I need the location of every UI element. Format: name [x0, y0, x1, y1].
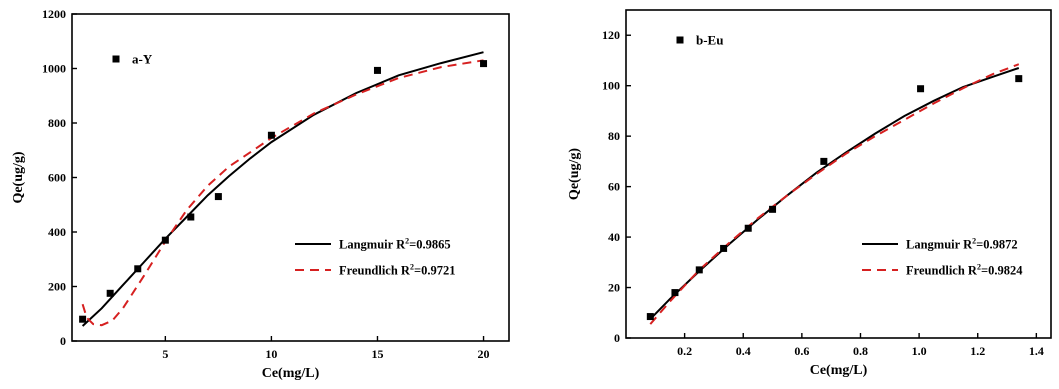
y-tick-label: 600	[48, 171, 66, 185]
data-point	[373, 66, 381, 74]
plot-frame	[625, 9, 1052, 339]
x-tick-label: 0.8	[853, 344, 868, 358]
panel-label: b-Eu	[696, 33, 723, 48]
chart-panel-b: 0.2 0.4 0.6 0.8 1.0 1.2 1.4 0 20 40 60 80 100 120 Ce(m…	[567, 9, 1052, 378]
x-tick-label: 0.4	[736, 344, 751, 358]
panel-label: a-Y	[132, 52, 153, 67]
series-line-freundlich	[649, 63, 1020, 325]
data-point	[161, 236, 169, 244]
panel-label-marker	[676, 36, 684, 44]
legend-entry-langmuir: Langmuir R2=0.9865	[339, 237, 451, 252]
y-tick-label: 1000	[42, 62, 66, 76]
data-point	[671, 289, 679, 297]
y-tick-label: 100	[602, 79, 620, 93]
y-tick-label: 1200	[42, 7, 66, 21]
x-axis-title: Ce(mg/L)	[262, 366, 320, 381]
data-point	[695, 266, 703, 274]
x-tick-label: 1.4	[1029, 344, 1044, 358]
data-point	[480, 60, 488, 68]
x-tick-label: 20	[478, 347, 490, 361]
x-axis-title: Ce(mg/L)	[810, 363, 868, 378]
y-tick-label: 200	[48, 280, 66, 294]
y-tick-label: 120	[602, 28, 620, 42]
data-point	[1015, 75, 1023, 83]
y-tick-label: 60	[608, 180, 620, 194]
y-tick-label: 0	[60, 334, 66, 348]
data-point	[820, 157, 828, 165]
data-point	[106, 289, 114, 297]
legend-entry-freundlich: Freundlich R2=0.9824	[906, 263, 1023, 278]
x-tick-label: 15	[371, 347, 383, 361]
y-axis-title: Qe(ug/g)	[11, 151, 26, 203]
y-tick-label: 20	[608, 281, 620, 295]
data-point	[646, 313, 654, 321]
series-line-langmuir	[81, 51, 484, 327]
data-point	[187, 213, 195, 221]
data-point	[214, 193, 222, 201]
x-tick-label: 0.2	[677, 344, 692, 358]
legend-entry-freundlich: Freundlich R2=0.9721	[339, 263, 455, 278]
data-point	[720, 244, 728, 252]
data-point	[769, 205, 777, 213]
x-tick-label: 0.6	[794, 344, 809, 358]
y-tick-label: 0	[614, 331, 620, 345]
data-point	[917, 85, 925, 93]
legend-entry-langmuir: Langmuir R2=0.9872	[906, 237, 1018, 252]
data-point	[267, 131, 275, 139]
y-tick-label: 400	[48, 225, 66, 239]
x-tick-label: 5	[162, 347, 168, 361]
x-tick-label: 1.2	[970, 344, 985, 358]
panel-label-marker	[112, 55, 120, 63]
chart-panel-a: 5 10 15 20020040060080010001200Ce(mg/L)Qe(u…	[11, 7, 510, 381]
data-point	[134, 265, 142, 273]
y-tick-label: 80	[608, 129, 620, 143]
y-axis-title: Qe(ug/g)	[567, 148, 582, 200]
x-tick-label: 1.0	[912, 344, 927, 358]
x-tick-label: 10	[265, 347, 277, 361]
data-point	[79, 315, 87, 323]
y-tick-label: 800	[48, 116, 66, 130]
y-tick-label: 40	[608, 230, 620, 244]
data-point	[744, 224, 752, 232]
